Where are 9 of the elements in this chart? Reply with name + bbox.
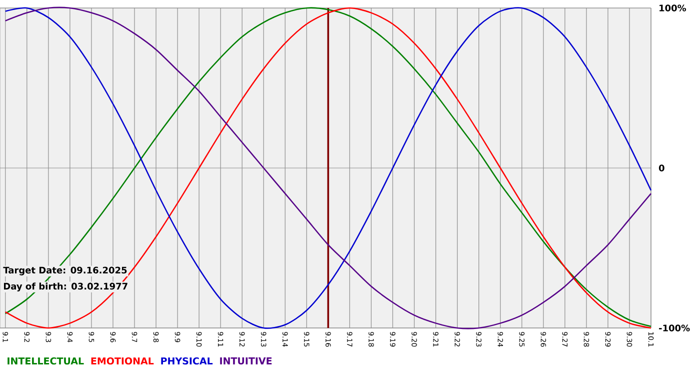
annotation: Target Date: 09.16.2025 <box>3 266 127 276</box>
annotation: Day of birth: 03.02.1977 <box>4 282 128 292</box>
text: INTUITIVE <box>220 357 272 364</box>
y-tick-label: 0 <box>658 164 664 172</box>
text: INTELLECTUAL <box>8 357 84 365</box>
y-tick-label: 100% <box>660 4 686 12</box>
y-tick-label: -100% <box>659 324 690 332</box>
text: PHYSICAL <box>161 357 213 365</box>
text: EMOTIONAL <box>91 357 154 365</box>
